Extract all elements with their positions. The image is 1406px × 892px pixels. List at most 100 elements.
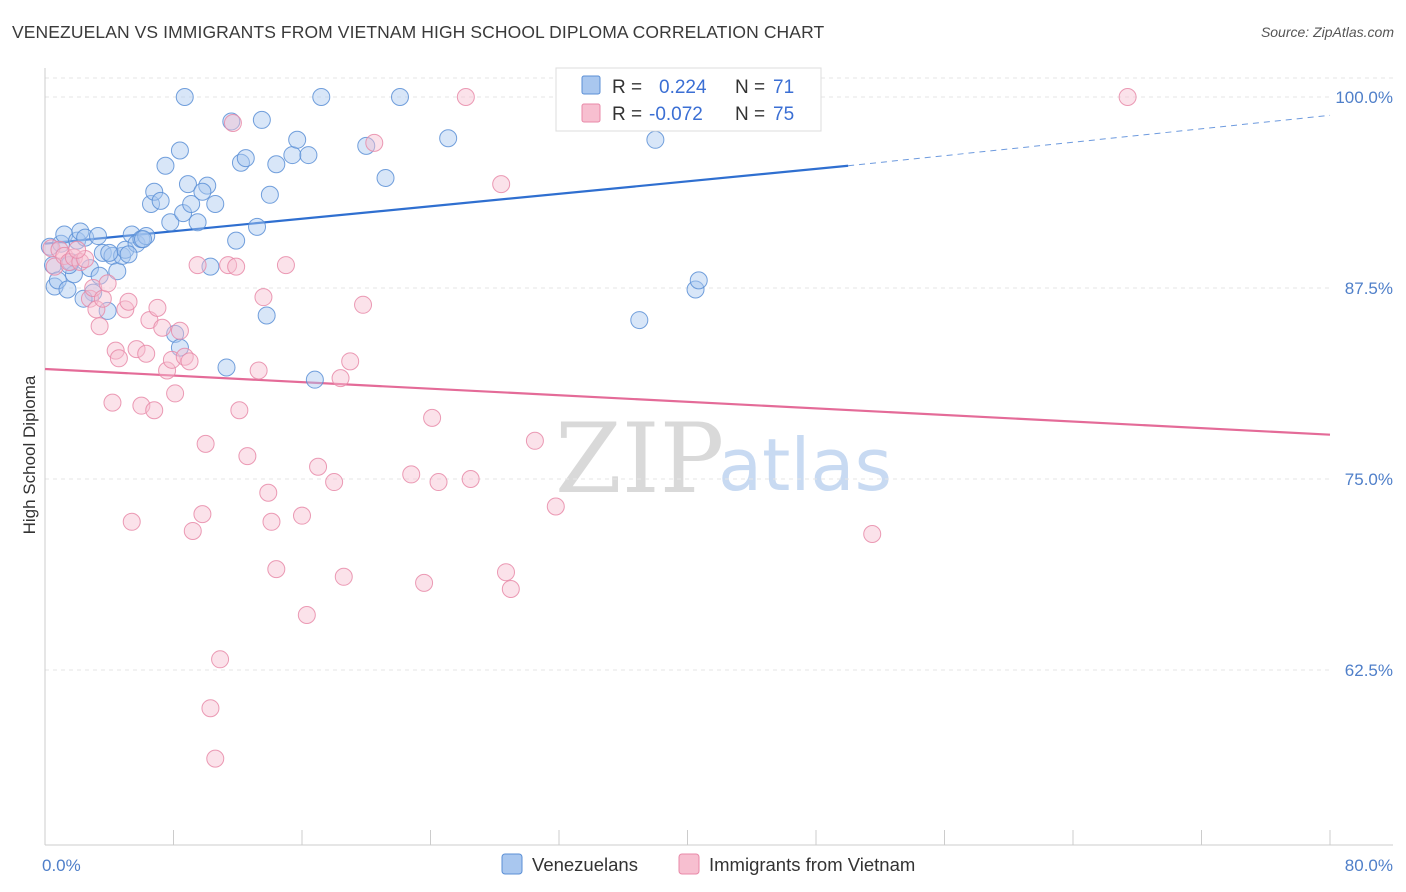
point-venezuelans [206, 194, 225, 213]
point-vietnam [415, 573, 434, 592]
point-vietnam [546, 497, 565, 516]
point-vietnam [331, 369, 350, 388]
point-vietnam [68, 240, 87, 259]
x-tick-label-min: 0.0% [42, 856, 81, 875]
stats-legend: R = 0.224 N = 71 R = -0.072 N = 75 [555, 67, 822, 132]
point-vietnam [423, 408, 442, 427]
series-legend-swatch-venezuelans [501, 853, 523, 875]
legend-swatch-pink [581, 103, 601, 123]
point-venezuelans [312, 88, 331, 106]
point-vietnam [148, 298, 167, 317]
point-vietnam [267, 560, 286, 579]
series-legend: Venezuelans Immigrants from Vietnam [501, 853, 915, 875]
point-venezuelans [122, 225, 141, 244]
point-vietnam [196, 434, 215, 453]
legend-n-label-pink: N = [735, 104, 765, 125]
point-vietnam [80, 289, 99, 308]
point-venezuelans [283, 146, 302, 165]
point-venezuelans [227, 231, 246, 250]
point-venezuelans [151, 191, 170, 210]
point-venezuelans [58, 280, 77, 299]
point-vietnam [180, 352, 199, 371]
point-vietnam [98, 274, 117, 293]
point-vietnam [158, 361, 177, 380]
point-venezuelans [71, 222, 90, 241]
legend-r-value-pink: -0.072 [649, 104, 703, 125]
point-vietnam [429, 473, 448, 492]
point-venezuelans [175, 88, 194, 106]
trend-line-venezuelans-extension [848, 114, 1331, 167]
point-vietnam [341, 352, 360, 371]
point-vietnam [127, 340, 146, 359]
point-venezuelans [100, 243, 119, 262]
point-vietnam [501, 580, 520, 599]
legend-swatch-blue [581, 75, 601, 95]
point-venezuelans [48, 271, 67, 290]
point-vietnam [492, 175, 511, 194]
point-venezuelans [80, 259, 99, 278]
series-legend-label-venezuelans: Venezuelans [532, 854, 638, 875]
point-vietnam [254, 288, 273, 307]
trend-line-vietnam [44, 367, 1331, 436]
point-venezuelans [198, 176, 217, 195]
point-vietnam [183, 521, 202, 540]
point-venezuelans [178, 175, 197, 194]
point-venezuelans [288, 130, 307, 149]
point-vietnam [496, 563, 515, 582]
point-venezuelans [376, 168, 395, 187]
point-vietnam [402, 465, 421, 484]
point-vietnam [525, 431, 544, 450]
point-venezuelans [689, 271, 708, 290]
point-vietnam [188, 256, 207, 275]
point-venezuelans [260, 185, 279, 204]
point-vietnam [103, 393, 122, 412]
point-venezuelans [630, 311, 649, 330]
point-venezuelans [267, 155, 286, 174]
point-vietnam [259, 483, 278, 502]
point-venezuelans [133, 230, 152, 249]
point-venezuelans [217, 358, 236, 377]
chart-title: VENEZUELAN VS IMMIGRANTS FROM VIETNAM HI… [12, 22, 825, 42]
watermark-atlas: atlas [718, 423, 892, 507]
legend-n-label-blue: N = [735, 77, 765, 98]
point-vietnam [249, 361, 268, 380]
y-tick-label: 75.0% [1345, 470, 1393, 489]
point-venezuelans [161, 213, 180, 232]
point-vietnam [354, 295, 373, 314]
legend-n-value-pink: 75 [773, 104, 794, 125]
point-vietnam [211, 650, 230, 669]
point-vietnam [90, 317, 109, 336]
point-vietnam [119, 292, 138, 311]
source-label: Source: ZipAtlas.com [1260, 24, 1394, 40]
point-vietnam [227, 257, 246, 276]
point-venezuelans [182, 194, 201, 213]
series-legend-label-vietnam: Immigrants from Vietnam [709, 854, 915, 875]
point-vietnam [297, 605, 316, 624]
point-venezuelans [93, 243, 112, 262]
point-venezuelans [439, 129, 458, 148]
point-vietnam [365, 133, 384, 152]
point-venezuelans [305, 370, 324, 389]
point-venezuelans [248, 217, 267, 236]
point-vietnam [137, 344, 156, 363]
point-venezuelans [145, 182, 164, 201]
axes [44, 68, 1393, 846]
point-venezuelans [119, 245, 138, 264]
y-tick-label: 62.5% [1345, 661, 1393, 680]
point-vietnam [153, 318, 172, 337]
y-axis-label: High School Diploma [20, 375, 39, 534]
point-vietnam [193, 505, 212, 524]
point-venezuelans [156, 156, 175, 175]
watermark-zip: ZIP [555, 403, 724, 515]
y-tick-label: 87.5% [1345, 279, 1393, 298]
data-points [40, 88, 1137, 768]
series-legend-swatch-vietnam [678, 853, 700, 875]
y-tick-labels: 62.5% 75.0% 87.5% 100.0% [1335, 88, 1393, 680]
point-vietnam [334, 567, 353, 586]
x-tick-label-max: 80.0% [1345, 856, 1393, 875]
point-vietnam [109, 349, 128, 368]
point-venezuelans [299, 146, 318, 165]
legend-r-label-pink: R = [612, 104, 642, 125]
point-vietnam [309, 457, 328, 476]
